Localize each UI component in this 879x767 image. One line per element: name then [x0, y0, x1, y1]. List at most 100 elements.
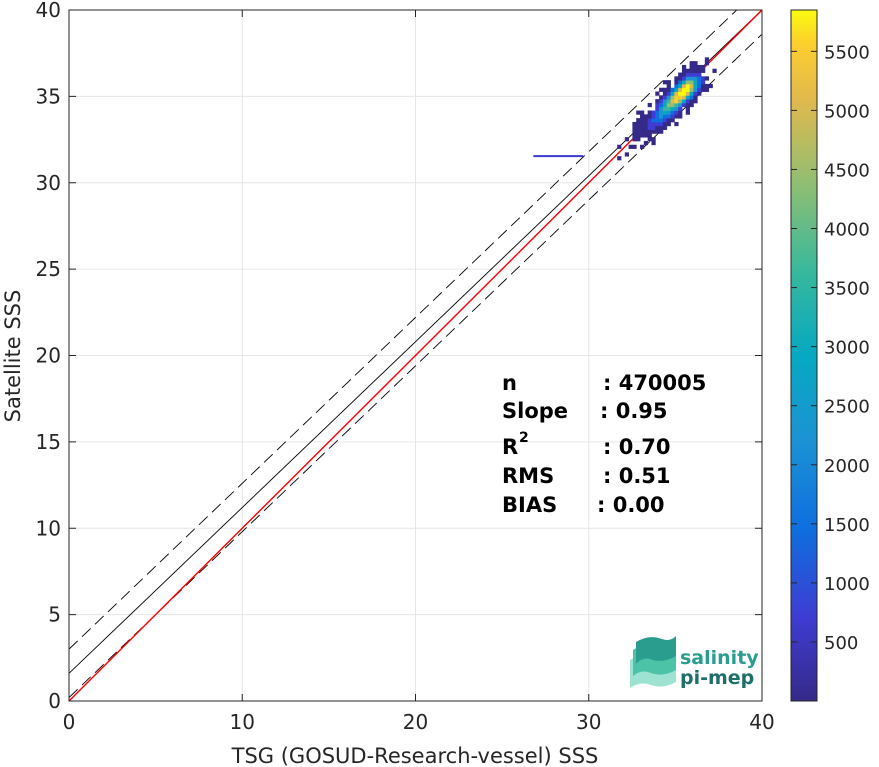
density-cell — [701, 68, 706, 73]
y-tick-label: 40 — [36, 0, 61, 22]
density-cell — [659, 121, 664, 127]
density-cell — [685, 80, 690, 85]
x-tick-label: 30 — [576, 710, 601, 734]
density-cell — [674, 99, 679, 104]
density-cell — [693, 87, 698, 92]
density-cell — [651, 110, 656, 115]
density-cell — [674, 91, 679, 96]
stat-slope-label: Slope — [502, 399, 568, 423]
density-cell — [670, 99, 675, 104]
density-cell — [659, 110, 664, 115]
y-tick-label: 35 — [36, 84, 61, 108]
stat-r2-value: : 0.70 — [603, 435, 671, 459]
density-cell — [697, 68, 702, 73]
density-cell — [640, 133, 645, 138]
y-tick-label: 15 — [36, 430, 61, 454]
density-cell — [670, 87, 675, 92]
density-cell — [666, 114, 671, 119]
stat-r2-superscript: 2 — [519, 430, 529, 446]
density-cell — [704, 57, 710, 62]
density-cell — [643, 129, 649, 134]
density-cell — [678, 87, 683, 92]
density-cell — [647, 102, 652, 108]
density-cell — [655, 114, 660, 119]
density-cell — [685, 87, 690, 92]
density-cell — [647, 110, 652, 115]
density-cell — [697, 80, 702, 85]
density-cell — [640, 121, 645, 127]
density-cell — [678, 76, 683, 81]
density-cell — [678, 91, 683, 96]
density-cell — [662, 91, 668, 96]
density-cell — [693, 72, 698, 77]
density-cell — [678, 114, 683, 119]
y-tick-label: 0 — [48, 689, 61, 713]
density-cell — [567, 155, 572, 158]
stats-box: n : 470005 Slope : 0.95 R 2 : 0.70 RMS :… — [502, 371, 706, 517]
density-cell — [662, 125, 668, 130]
density-cell — [693, 95, 698, 100]
density-cell — [670, 102, 675, 108]
density-cell — [666, 110, 671, 115]
density-cell — [655, 129, 660, 134]
density-cell — [685, 106, 690, 111]
colorbar-tick-label: 5500 — [824, 42, 870, 63]
density-cell — [685, 68, 690, 73]
density-cell — [681, 68, 687, 73]
density-cell — [662, 110, 668, 115]
density-cell — [548, 155, 553, 158]
density-cell — [659, 102, 664, 108]
density-cell — [704, 76, 710, 81]
density-cell — [681, 83, 687, 89]
density-cell — [689, 72, 694, 77]
density-cell — [659, 99, 664, 104]
density-cell — [662, 114, 668, 119]
density-cell — [678, 80, 683, 85]
density-cell — [678, 72, 683, 77]
density-cell — [689, 91, 694, 96]
density-cell — [659, 87, 664, 92]
density-cell — [559, 155, 565, 158]
density-cell — [681, 102, 687, 108]
x-tick-label: 40 — [749, 710, 774, 734]
colorbar-tick-label: 3500 — [824, 279, 870, 300]
density-cell — [632, 125, 637, 130]
stat-bias-label: BIAS — [502, 493, 557, 517]
density-cell — [670, 106, 675, 111]
density-cell — [640, 125, 645, 130]
density-cell — [678, 110, 683, 115]
density-cell — [643, 118, 649, 123]
density-cells — [533, 57, 717, 161]
density-cell — [697, 83, 702, 89]
density-cell — [674, 95, 679, 100]
density-cell — [643, 133, 649, 138]
x-tick-label: 0 — [63, 710, 76, 734]
density-cell — [662, 106, 668, 111]
density-cell — [636, 137, 641, 142]
density-cell — [685, 72, 690, 77]
colorbar — [790, 9, 818, 702]
density-cell — [659, 106, 664, 111]
density-cell — [666, 95, 671, 100]
stat-rms-label: RMS — [502, 464, 554, 488]
density-cell — [640, 118, 645, 123]
density-cell — [662, 102, 668, 108]
density-cell — [666, 87, 671, 92]
logo-text-salinity: salinity — [680, 647, 759, 669]
density-cell — [685, 102, 690, 108]
density-cell — [643, 114, 649, 119]
density-cell — [662, 80, 668, 85]
density-cell — [666, 118, 671, 123]
density-cell — [693, 68, 698, 73]
density-cell — [701, 83, 706, 89]
density-cell — [701, 64, 706, 70]
density-cell — [712, 68, 717, 73]
density-cell — [556, 155, 561, 158]
density-cell — [681, 64, 687, 70]
density-cell — [624, 137, 629, 142]
density-cell — [537, 155, 542, 158]
wave-logo-icon — [630, 636, 676, 688]
density-cell — [678, 102, 683, 108]
density-cell — [659, 118, 664, 123]
density-cell — [681, 72, 687, 77]
